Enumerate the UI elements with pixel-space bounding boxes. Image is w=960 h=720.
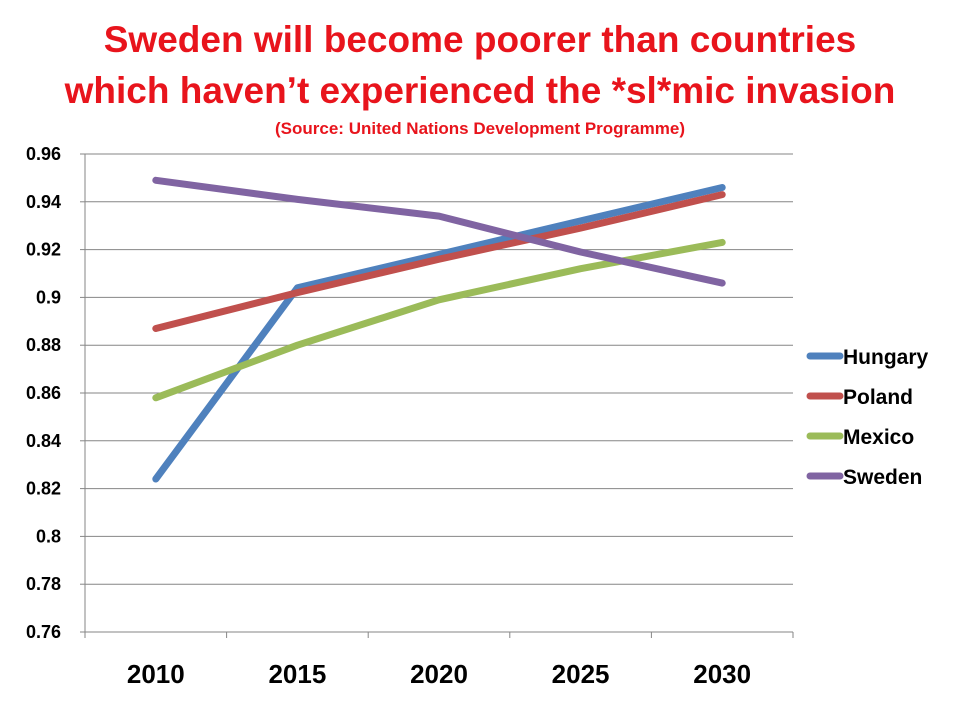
series-line-hungary [152, 184, 726, 483]
y-tick-label: 0.8 [36, 526, 61, 546]
chart-title-line-2: which haven’t experienced the *sl*mic in… [64, 70, 896, 111]
y-tick-label: 0.92 [26, 240, 61, 260]
legend-label: Mexico [843, 426, 914, 449]
series-line-poland [152, 191, 726, 332]
x-tick-label: 2020 [410, 659, 468, 689]
y-tick-label: 0.84 [26, 431, 61, 451]
series-line-sweden [152, 176, 726, 287]
series-lines [152, 176, 726, 483]
chart-title-line-1: Sweden will become poorer than countries [103, 19, 857, 60]
y-axis-ticks: 0.96 0.94 0.92 0.9 0.88 0.86 0.84 0.82 0.8 0.78 0.… [26, 144, 61, 642]
x-tick-label: 2010 [127, 659, 185, 689]
y-tick-label: 0.88 [26, 335, 61, 355]
y-tick-label: 0.9 [36, 287, 61, 307]
legend-label: Sweden [843, 466, 922, 489]
y-tick-label: 0.78 [26, 574, 61, 594]
x-tick-label: 2025 [552, 659, 610, 689]
chart-subtitle: (Source: United Nations Development Prog… [275, 119, 685, 138]
x-tick-label: 2030 [693, 659, 751, 689]
legend-label: Poland [843, 386, 913, 409]
y-tick-label: 0.76 [26, 622, 61, 642]
gridlines [80, 153, 793, 633]
y-tick-label: 0.94 [26, 192, 61, 212]
legend: Hungary Poland Mexico Sweden [806, 346, 929, 489]
y-tick-label: 0.96 [26, 144, 61, 164]
x-axis-ticks: 2010 2015 2020 2025 2030 [127, 659, 751, 689]
chart-title: Sweden will become poorer than countries… [0, 14, 960, 116]
y-tick-label: 0.82 [26, 479, 61, 499]
x-tick-label: 2015 [268, 659, 326, 689]
axes [84, 154, 794, 638]
y-tick-label: 0.86 [26, 383, 61, 403]
legend-label: Hungary [843, 346, 929, 369]
